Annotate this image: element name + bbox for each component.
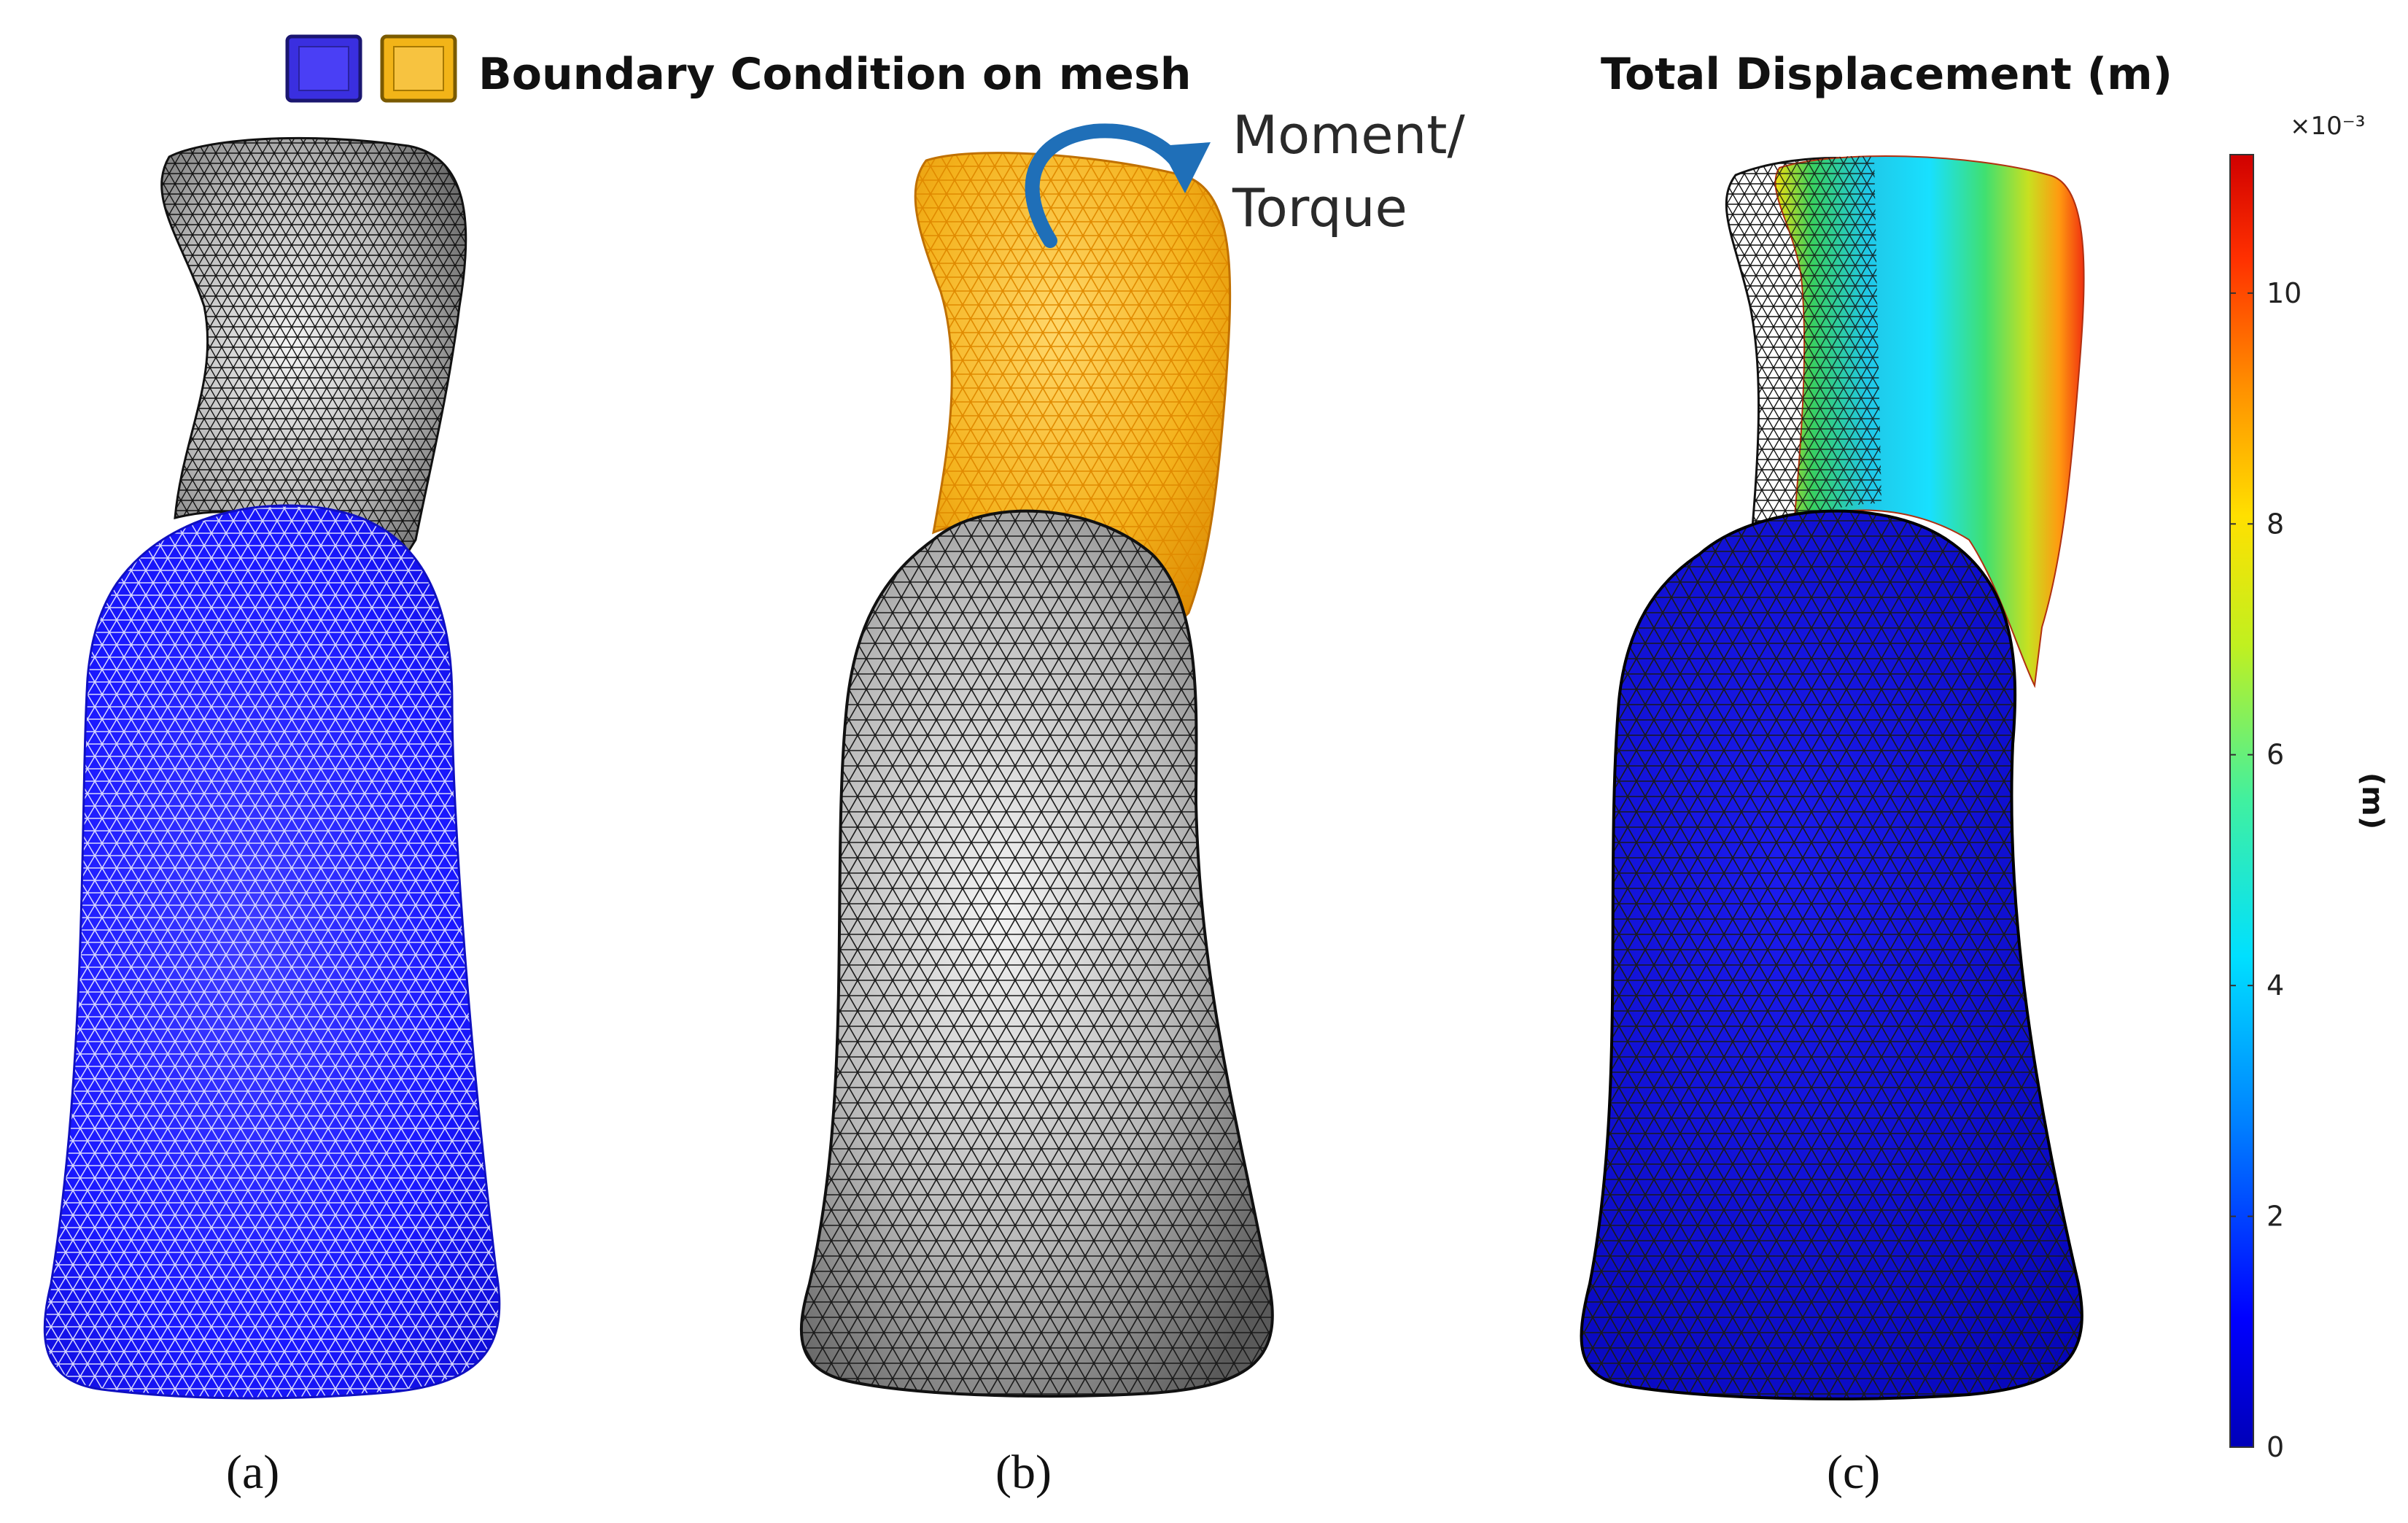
moment-annotation-line2: Torque (1232, 177, 1407, 239)
legend-swatch-blue-inner (298, 46, 349, 91)
panel-a-label: (a) (226, 1446, 279, 1499)
colorbar-exponent-label: ×10⁻³ (2290, 112, 2365, 141)
moment-arrowhead-icon (1160, 142, 1211, 193)
panel-a: (a) (43, 136, 501, 1499)
colorbar-tick-label: 6 (2267, 739, 2284, 771)
colorbar-gradient (2229, 154, 2254, 1448)
colorbar-unit-label: (m) (2355, 772, 2389, 829)
moment-annotation-line1: Moment/ (1232, 104, 1465, 166)
panel-b-label: (b) (995, 1446, 1052, 1499)
colorbar-tick-label: 4 (2267, 969, 2284, 1001)
colorbar-ticks: 0 2 4 6 8 10 (2230, 277, 2302, 1463)
legend-swatch-yellow-inner (393, 46, 444, 91)
colorbar-tick-label: 10 (2267, 277, 2302, 309)
colorbar-tick-label: 8 (2267, 508, 2284, 540)
panel-c: Total Displacement (m) (c) (1580, 49, 2172, 1499)
legend-title: Boundary Condition on mesh (478, 49, 1191, 100)
panel-b: Moment/ Torque (b) (799, 104, 1465, 1499)
colorbar-tick-label: 0 (2267, 1431, 2284, 1463)
legend: Boundary Condition on mesh (285, 34, 1191, 103)
panel-c-label: (c) (1827, 1446, 1880, 1499)
panel-c-title: Total Displacement (m) (1601, 49, 2172, 100)
colorbar: ×10⁻³ 0 2 4 6 8 10 (m) (2229, 112, 2389, 1463)
colorbar-tick-label: 2 (2267, 1201, 2284, 1233)
